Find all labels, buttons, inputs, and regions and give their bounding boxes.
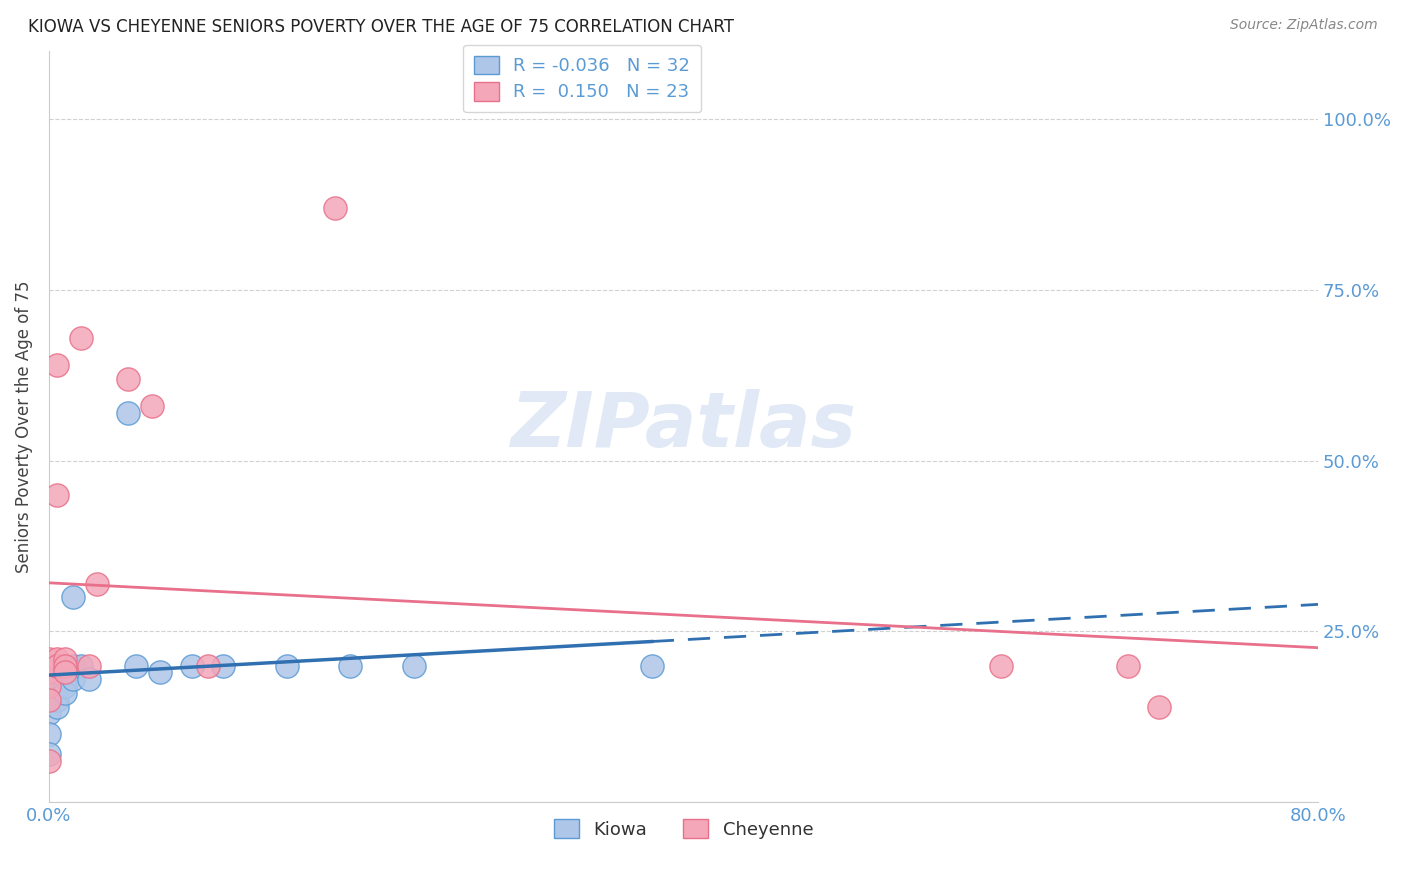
Point [45,673,67,687]
Point [45,652,67,666]
Point [45,693,67,707]
Point [69,331,91,345]
Point [323,201,346,215]
Point [180,658,202,673]
Point [86,576,108,591]
Point [53,673,76,687]
Text: KIOWA VS CHEYENNE SENIORS POVERTY OVER THE AGE OF 75 CORRELATION CHART: KIOWA VS CHEYENNE SENIORS POVERTY OVER T… [28,18,734,36]
Point [38,754,60,768]
Point [125,658,148,673]
Point [117,406,139,420]
Point [53,665,76,680]
Legend: Kiowa, Cheyenne: Kiowa, Cheyenne [547,812,821,846]
Point [1149,699,1171,714]
Point [62,658,84,673]
Point [38,679,60,693]
Point [38,727,60,741]
Text: Source: ZipAtlas.com: Source: ZipAtlas.com [1230,18,1378,32]
Point [77,673,100,687]
Point [45,358,67,372]
Point [53,658,76,673]
Point [62,591,84,605]
Point [45,488,67,502]
Point [38,673,60,687]
Point [38,747,60,762]
Point [38,652,60,666]
Point [38,693,60,707]
Point [117,371,139,385]
Point [69,658,91,673]
Point [53,652,76,666]
Point [402,658,425,673]
Point [53,658,76,673]
Point [276,658,298,673]
Point [212,658,235,673]
Point [990,658,1012,673]
Point [38,665,60,680]
Point [38,658,60,673]
Point [38,693,60,707]
Point [38,658,60,673]
Point [141,399,163,413]
Y-axis label: Seniors Poverty Over the Age of 75: Seniors Poverty Over the Age of 75 [15,280,32,573]
Point [45,658,67,673]
Point [641,658,664,673]
Point [45,699,67,714]
Point [45,679,67,693]
Point [53,665,76,680]
Point [53,679,76,693]
Point [62,673,84,687]
Point [1116,658,1139,673]
Text: ZIPatlas: ZIPatlas [510,390,856,464]
Point [77,658,100,673]
Point [53,686,76,700]
Point [38,679,60,693]
Point [149,665,172,680]
Point [45,665,67,680]
Point [197,658,219,673]
Point [339,658,361,673]
Point [45,658,67,673]
Point [38,706,60,721]
